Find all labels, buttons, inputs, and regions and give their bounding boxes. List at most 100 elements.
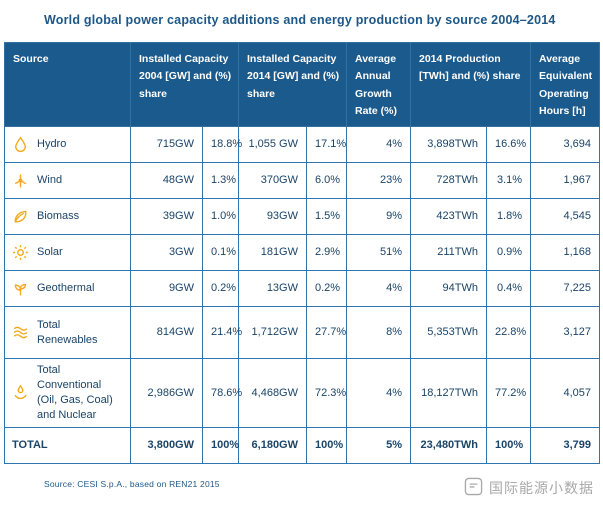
cell-share-2004: 1.0% bbox=[202, 198, 239, 236]
cell-share-2004: 0.2% bbox=[202, 270, 239, 308]
cell-production-share: 100% bbox=[485, 426, 532, 464]
cell-capacity-2004: 715GW bbox=[130, 126, 203, 164]
cell-growth: 5% bbox=[346, 426, 411, 464]
cell-capacity-2004: 39GW bbox=[130, 198, 203, 236]
cell-capacity-2004: 3GW bbox=[130, 234, 203, 272]
cell-hours: 4,057 bbox=[530, 358, 601, 428]
cell-production: 423TWh bbox=[410, 198, 487, 236]
cell-production: 23,480TWh bbox=[410, 426, 487, 464]
header-source: Source bbox=[4, 41, 131, 128]
cell-production: 3,898TWh bbox=[410, 126, 487, 164]
cell-production-share: 77.2% bbox=[485, 358, 532, 428]
table-row-hydro: Hydro 715GW 18.8% 1,055 GW 17.1% 4% 3,89… bbox=[4, 126, 601, 164]
cell-hours: 3,694 bbox=[530, 126, 601, 164]
cell-capacity-2014: 93GW bbox=[238, 198, 307, 236]
cell-share-2014: 6.0% bbox=[306, 162, 347, 200]
cell-capacity-2014: 181GW bbox=[238, 234, 307, 272]
source-note: Source: CESI S.p.A., based on REN21 2015 bbox=[44, 478, 220, 489]
watermark-text: 国际能源小数据 bbox=[489, 480, 594, 496]
cell-share-2014: 17.1% bbox=[306, 126, 347, 164]
waves-icon bbox=[12, 324, 29, 341]
cell-capacity-2014: 6,180GW bbox=[238, 426, 307, 464]
cell-production: 94TWh bbox=[410, 270, 487, 308]
cell-production: 18,127TWh bbox=[410, 358, 487, 428]
row-label: TOTAL bbox=[12, 438, 48, 451]
row-label: Solar bbox=[37, 246, 63, 259]
cell-growth: 51% bbox=[346, 234, 411, 272]
cell-production-share: 16.6% bbox=[485, 126, 532, 164]
cell-capacity-2014: 370GW bbox=[238, 162, 307, 200]
cell-growth: 9% bbox=[346, 198, 411, 236]
wind-turbine-icon bbox=[12, 172, 29, 189]
cell-share-2004: 78.6% bbox=[202, 358, 242, 428]
cell-production-share: 22.8% bbox=[485, 306, 532, 360]
cell-hours: 3,127 bbox=[530, 306, 601, 360]
fuel-drop-icon bbox=[12, 384, 29, 401]
header-production-2014: 2014 Production [TWh] and (%) share bbox=[409, 41, 532, 128]
table-row-total-conventional: Total Conventional (Oil, Gas, Coal) and … bbox=[4, 358, 601, 428]
table-row-geothermal: Geothermal 9GW 0.2% 13GW 0.2% 4% 94TWh 0… bbox=[4, 270, 601, 308]
cell-growth: 23% bbox=[346, 162, 411, 200]
drop-icon bbox=[12, 136, 29, 153]
cell-hours: 7,225 bbox=[530, 270, 601, 308]
cell-capacity-2004: 2,986GW bbox=[130, 358, 203, 428]
row-label: Total Renewables bbox=[37, 318, 98, 346]
cell-growth: 4% bbox=[346, 358, 411, 428]
cell-capacity-2014: 1,712GW bbox=[238, 306, 307, 360]
row-label: Wind bbox=[37, 174, 63, 187]
cell-hours: 3,799 bbox=[530, 426, 601, 464]
cell-production: 5,353TWh bbox=[410, 306, 487, 360]
chat-bubble-icon bbox=[464, 477, 483, 499]
data-table: Source Installed Capacity 2004 [GW] and … bbox=[4, 41, 601, 464]
biomass-leaf-icon bbox=[12, 208, 29, 225]
cell-share-2014: 27.7% bbox=[306, 306, 347, 360]
cell-capacity-2014: 1,055 GW bbox=[238, 126, 307, 164]
cell-hours: 1,967 bbox=[530, 162, 601, 200]
cell-production: 211TWh bbox=[410, 234, 487, 272]
row-label: Biomass bbox=[37, 210, 80, 223]
cell-share-2004: 1.3% bbox=[202, 162, 239, 200]
header-row: Source Installed Capacity 2004 [GW] and … bbox=[4, 41, 601, 128]
cell-share-2004: 100% bbox=[202, 426, 239, 464]
table-row-biomass: Biomass 39GW 1.0% 93GW 1.5% 9% 423TWh 1.… bbox=[4, 198, 601, 236]
sun-icon bbox=[12, 244, 29, 261]
cell-capacity-2004: 9GW bbox=[130, 270, 203, 308]
cell-share-2004: 0.1% bbox=[202, 234, 239, 272]
header-installed-2004: Installed Capacity 2004 [GW] and (%) sha… bbox=[130, 41, 239, 128]
cell-growth: 4% bbox=[346, 270, 411, 308]
page-title: World global power capacity additions an… bbox=[44, 13, 556, 27]
cell-share-2014: 2.9% bbox=[306, 234, 347, 272]
cell-capacity-2014: 13GW bbox=[238, 270, 307, 308]
cell-hours: 1,168 bbox=[530, 234, 601, 272]
cell-capacity-2004: 814GW bbox=[130, 306, 203, 360]
row-label: Total Conventional (Oil, Gas, Coal) and … bbox=[37, 364, 113, 421]
header-operating-hours: Average Equivalent Operating Hours [h] bbox=[530, 41, 601, 128]
watermark: 国际能源小数据 bbox=[464, 477, 594, 499]
cell-production-share: 0.4% bbox=[485, 270, 532, 308]
header-installed-2014: Installed Capacity 2014 [GW] and (%) sha… bbox=[238, 41, 347, 128]
cell-share-2014: 100% bbox=[306, 426, 347, 464]
cell-capacity-2004: 48GW bbox=[130, 162, 203, 200]
cell-share-2004: 21.4% bbox=[202, 306, 242, 360]
cell-growth: 4% bbox=[346, 126, 411, 164]
cell-production-share: 1.8% bbox=[485, 198, 532, 236]
geothermal-sprout-icon bbox=[12, 280, 29, 297]
cell-production: 728TWh bbox=[410, 162, 487, 200]
cell-growth: 8% bbox=[346, 306, 411, 360]
cell-capacity-2014: 4,468GW bbox=[238, 358, 307, 428]
row-label: Hydro bbox=[37, 138, 67, 151]
table-row-wind: Wind 48GW 1.3% 370GW 6.0% 23% 728TWh 3.1… bbox=[4, 162, 601, 200]
cell-capacity-2004: 3,800GW bbox=[130, 426, 203, 464]
table-row-total: TOTAL 3,800GW 100% 6,180GW 100% 5% 23,48… bbox=[4, 426, 601, 464]
table-row-total-renewables: Total Renewables 814GW 21.4% 1,712GW 27.… bbox=[4, 306, 601, 360]
cell-share-2014: 72.3% bbox=[306, 358, 347, 428]
row-label: Geothermal bbox=[37, 282, 95, 295]
cell-production-share: 3.1% bbox=[485, 162, 532, 200]
header-growth-rate: Average Annual Growth Rate (%) bbox=[346, 41, 411, 128]
table-row-solar: Solar 3GW 0.1% 181GW 2.9% 51% 211TWh 0.9… bbox=[4, 234, 601, 272]
cell-hours: 4,545 bbox=[530, 198, 601, 236]
cell-share-2014: 1.5% bbox=[306, 198, 347, 236]
cell-share-2014: 0.2% bbox=[306, 270, 347, 308]
cell-production-share: 0.9% bbox=[485, 234, 532, 272]
